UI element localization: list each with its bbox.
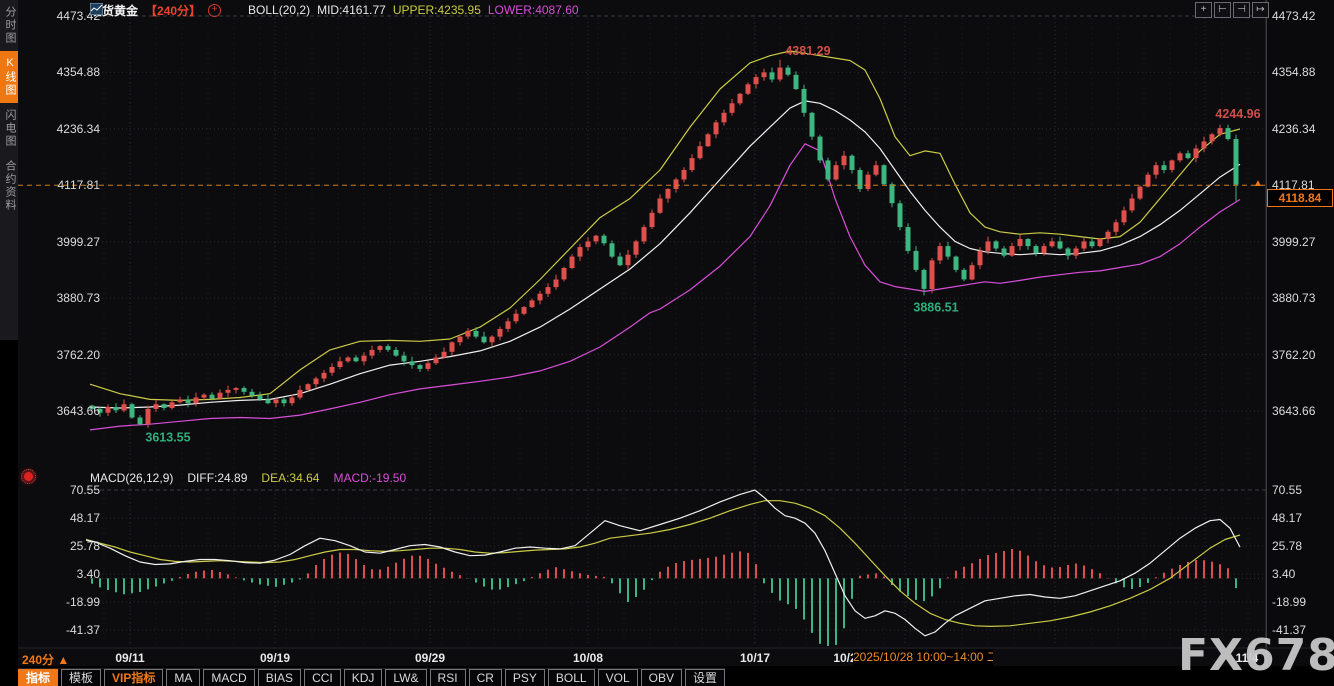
y-axis-label: 25.78	[69, 539, 100, 553]
crosshair-tooltip: 2025/10/28 10:00~14:00 二	[853, 649, 993, 666]
y-axis-label: -18.99	[1272, 595, 1307, 609]
toolbar-button-模板[interactable]: 模板	[61, 669, 102, 686]
toolbar-button-LW&[interactable]: LW&	[385, 669, 427, 686]
y-axis-label: 3880.73	[1272, 291, 1316, 306]
toolbar-button-MA[interactable]: MA	[166, 669, 201, 686]
svg-text:4381.29: 4381.29	[785, 44, 830, 58]
toolbar-button-RSI[interactable]: RSI	[429, 669, 466, 686]
boll-mid-value: MID:4161.77	[317, 3, 386, 17]
y-axis-label: 3.40	[76, 566, 100, 581]
svg-text:4244.96: 4244.96	[1215, 107, 1260, 121]
chart-header: 现货黄金 【240分】 + BOLL(20,2) MID:4161.77 UPP…	[90, 3, 579, 18]
y-axis-label: 3.40	[1272, 566, 1296, 581]
toolbar-button-CCI[interactable]: CCI	[304, 669, 341, 686]
watermark: FX678	[1178, 630, 1334, 681]
date-label: 09/11	[115, 651, 145, 665]
y-axis-label: 3999.27	[56, 234, 100, 249]
macd-title: MACD(26,12,9)	[90, 471, 174, 485]
chart-tool-buttons: + ⊢ ⊣ ↦	[1195, 2, 1269, 18]
macd-value: MACD:-19.50	[333, 471, 407, 485]
y-axis-label: 48.17	[69, 510, 100, 525]
y-axis-label: 3880.73	[56, 291, 100, 306]
toolbar-button-CR[interactable]: CR	[468, 669, 502, 686]
y-axis-label: 4117.81	[57, 178, 101, 193]
period-badge: 【240分】	[145, 3, 202, 18]
y-axis-label: 4473.42	[1272, 9, 1316, 23]
y-axis-label: 3762.20	[1272, 347, 1316, 362]
macd-dea-value: DEA:34.64	[261, 471, 320, 485]
toolbar-button-VOL[interactable]: VOL	[597, 669, 638, 686]
date-label: 10/2	[833, 651, 857, 665]
right-axis-strip	[1266, 0, 1334, 666]
y-axis-label: 4117.81	[1272, 178, 1315, 193]
toolbar-button-PSY[interactable]: PSY	[504, 669, 545, 686]
y-axis-label: 4236.34	[1272, 121, 1316, 136]
toolbar-button-指标[interactable]: 指标	[18, 669, 59, 686]
sidebar-tab[interactable]: K线图	[0, 51, 18, 103]
timeframe-label[interactable]: 240分 ▲	[22, 653, 70, 667]
y-axis-label: 70.55	[69, 483, 100, 497]
y-axis-label: 4354.88	[1272, 65, 1316, 80]
y-axis-label: 25.78	[1272, 539, 1303, 553]
date-label: 09/19	[259, 651, 291, 665]
toolbar-button-KDJ[interactable]: KDJ	[343, 669, 383, 686]
toolbar-button-OBV[interactable]: OBV	[640, 669, 682, 686]
toolbar-button-MACD[interactable]: MACD	[203, 669, 255, 686]
svg-text:3886.51: 3886.51	[913, 300, 958, 314]
live-indicator-icon	[21, 469, 36, 484]
indicator-toolbar: 指标 模板 VIP指标 MA MACD BIAS CCI KDJ LW& RSI CR PSY BOLL…	[18, 668, 725, 686]
boll-lower-value: LOWER:4087.60	[487, 3, 579, 17]
date-label: 09/29	[414, 651, 446, 665]
refresh-icon[interactable]: +	[208, 3, 222, 17]
price-up-arrow-icon: ▲	[1253, 178, 1263, 189]
y-axis-label: -41.37	[65, 623, 100, 637]
y-axis-label: -41.37	[1272, 623, 1307, 637]
y-axis-label: -18.99	[65, 595, 100, 609]
svg-text:3613.55: 3613.55	[145, 430, 190, 444]
y-axis-label: 4354.88	[56, 65, 100, 80]
y-axis-label: 3762.20	[56, 347, 100, 362]
sidebar-tab[interactable]: 分时图	[4, 6, 16, 45]
y-axis-label: 4473.42	[56, 9, 100, 23]
date-label: 10/17	[739, 651, 771, 665]
y-axis-label: 3643.66	[56, 404, 100, 418]
y-axis-label: 4236.34	[56, 121, 100, 136]
zoom-out-axis-icon[interactable]: ⊣	[1233, 2, 1250, 18]
sidebar-tab[interactable]: 合约资料	[4, 160, 16, 212]
macd-header: MACD(26,12,9) DIFF:24.89 DEA:34.64 MACD:…	[90, 471, 406, 485]
date-label: 10/08	[572, 651, 604, 665]
shift-right-icon[interactable]: ↦	[1252, 2, 1269, 18]
y-axis-label: 48.17	[1272, 510, 1303, 525]
toolbar-button-BOLL[interactable]: BOLL	[547, 669, 595, 686]
pan-icon[interactable]: +	[1195, 2, 1212, 18]
toolbar-button-设置[interactable]: 设置	[684, 669, 725, 686]
main-chart[interactable]: 4381.29 4244.96 3886.51 3613.55	[0, 0, 1334, 666]
boll-label: BOLL(20,2)	[248, 3, 311, 17]
sidebar-tab[interactable]: 闪电图	[4, 109, 16, 148]
y-axis-label: 3999.27	[1272, 234, 1316, 249]
toolbar-button-VIP指标[interactable]: VIP指标	[104, 669, 164, 686]
toolbar-button-BIAS[interactable]: BIAS	[257, 669, 302, 686]
kline-icon[interactable]	[90, 3, 241, 16]
chart-background	[18, 0, 1266, 666]
macd-diff-value: DIFF:24.89	[187, 471, 248, 485]
current-price-badge: 4118.84	[1267, 189, 1333, 207]
sidebar: 分时图 K线图闪电图合约资料	[0, 0, 18, 340]
zoom-in-axis-icon[interactable]: ⊢	[1214, 2, 1231, 18]
y-axis-label: 70.55	[1272, 483, 1303, 497]
y-axis-label: 3643.66	[1272, 404, 1316, 418]
date-label: 11/4	[1235, 651, 1259, 665]
boll-upper-value: UPPER:4235.95	[392, 3, 481, 17]
